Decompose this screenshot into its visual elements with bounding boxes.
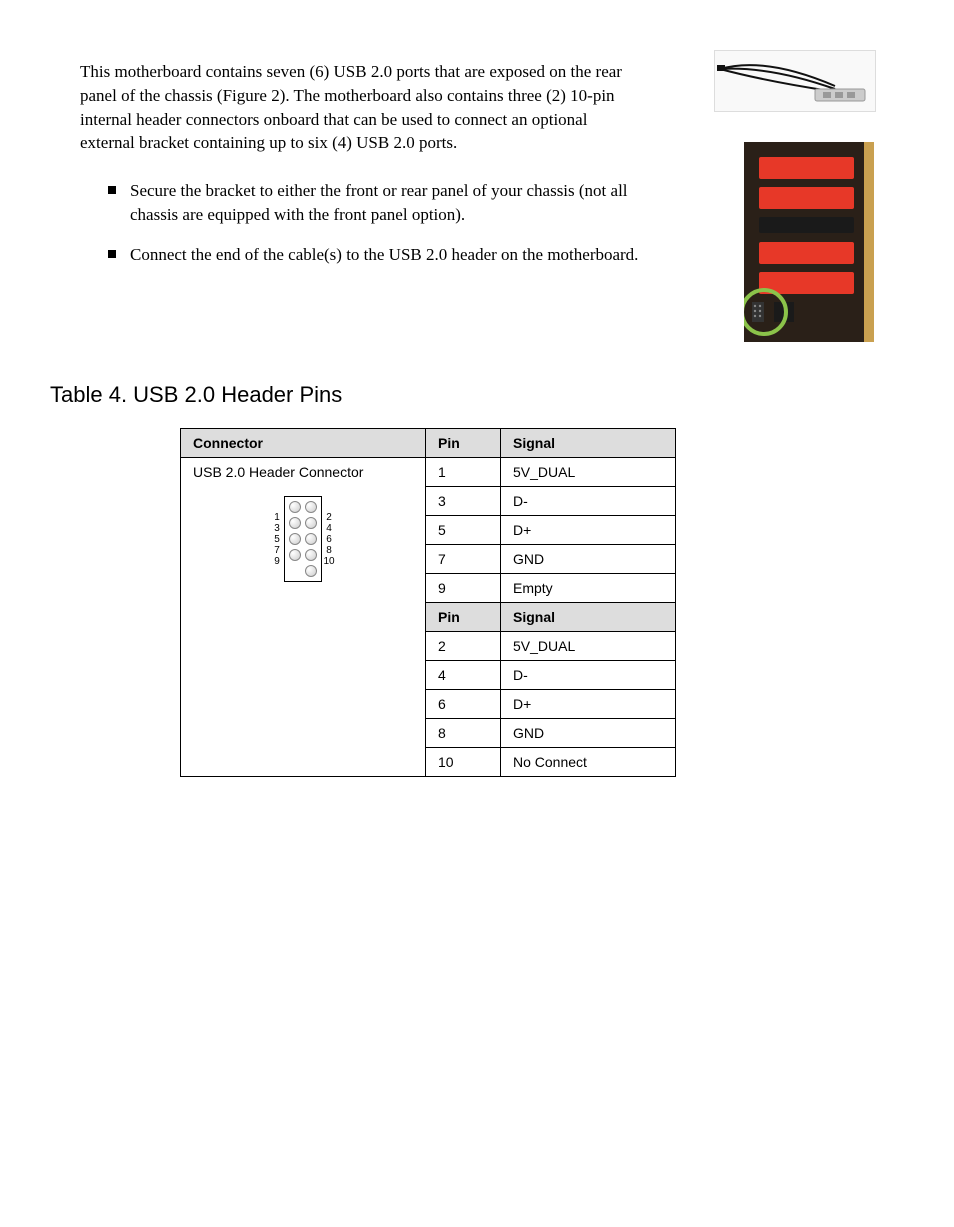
table-cell: Empty bbox=[501, 574, 676, 603]
table-cell: 3 bbox=[426, 487, 501, 516]
motherboard-image bbox=[744, 142, 874, 342]
bracket-image bbox=[714, 50, 876, 112]
bullet-item-1: Secure the bracket to either the front o… bbox=[108, 179, 668, 227]
connector-cell: USB 2.0 Header Connector 1 3 5 7 9 bbox=[181, 458, 426, 777]
pin-label: 9 bbox=[270, 556, 284, 567]
table-cell: D+ bbox=[501, 690, 676, 719]
pin-label: 2 bbox=[322, 512, 336, 523]
bracket-cable-svg bbox=[715, 51, 875, 111]
pin-diagram: 1 3 5 7 9 2 4 bbox=[193, 496, 413, 582]
connector-label: USB 2.0 Header Connector bbox=[193, 464, 413, 480]
table-cell: D+ bbox=[501, 516, 676, 545]
header-signal-2: Signal bbox=[501, 603, 676, 632]
table-cell: 4 bbox=[426, 661, 501, 690]
table-cell: 5 bbox=[426, 516, 501, 545]
header-pin-2: Pin bbox=[426, 603, 501, 632]
pin-label: 6 bbox=[322, 534, 336, 545]
table-cell: 5V_DUAL bbox=[501, 458, 676, 487]
header-pin: Pin bbox=[426, 429, 501, 458]
table-heading: Table 4. USB 2.0 Header Pins bbox=[50, 382, 874, 408]
table-cell: 5V_DUAL bbox=[501, 632, 676, 661]
pin-label: 3 bbox=[270, 523, 284, 534]
table-cell: 8 bbox=[426, 719, 501, 748]
pin-label: 7 bbox=[270, 545, 284, 556]
table-cell: 7 bbox=[426, 545, 501, 574]
header-signal: Signal bbox=[501, 429, 676, 458]
pin-table: Connector Pin Signal USB 2.0 Header Conn… bbox=[180, 428, 676, 777]
pin-label: 10 bbox=[322, 556, 336, 567]
table-cell: 2 bbox=[426, 632, 501, 661]
table-cell: GND bbox=[501, 545, 676, 574]
bullet-item-2: Connect the end of the cable(s) to the U… bbox=[108, 243, 668, 267]
pin-label: 1 bbox=[270, 512, 284, 523]
table-cell: GND bbox=[501, 719, 676, 748]
table-cell: 6 bbox=[426, 690, 501, 719]
pin-label: 8 bbox=[322, 545, 336, 556]
table-cell: No Connect bbox=[501, 748, 676, 777]
table-cell: 1 bbox=[426, 458, 501, 487]
pin-label: 4 bbox=[322, 523, 336, 534]
table-cell: 10 bbox=[426, 748, 501, 777]
table-cell: D- bbox=[501, 487, 676, 516]
intro-paragraph: This motherboard contains seven (6) USB … bbox=[80, 60, 640, 155]
header-connector: Connector bbox=[181, 429, 426, 458]
table-cell: 9 bbox=[426, 574, 501, 603]
pin-label: 5 bbox=[270, 534, 284, 545]
table-cell: D- bbox=[501, 661, 676, 690]
motherboard-svg bbox=[744, 142, 874, 342]
